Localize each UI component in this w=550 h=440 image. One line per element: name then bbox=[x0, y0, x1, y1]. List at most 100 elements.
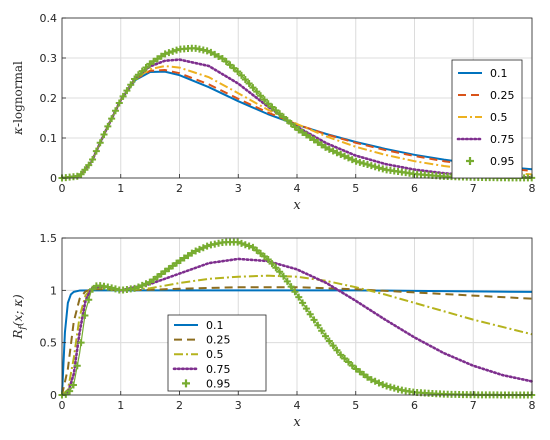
plus-marker bbox=[195, 245, 203, 253]
y-label-R: R bbox=[11, 330, 25, 340]
plus-marker bbox=[364, 373, 371, 381]
chart-panel-1: 0 1 2 3 4 5 6 7 8 0 0.1 0.2 0.3 0.4 x κ-lognormal 0.1 0.2… bbox=[11, 12, 536, 213]
plus-marker bbox=[73, 172, 81, 180]
plus-marker bbox=[153, 273, 161, 281]
plus-marker bbox=[241, 241, 249, 249]
x-axis-label: x bbox=[293, 415, 301, 430]
plus-marker bbox=[89, 155, 97, 163]
plus-marker bbox=[69, 381, 77, 389]
plus-marker bbox=[276, 268, 284, 276]
plus-marker bbox=[249, 84, 257, 92]
plus-marker bbox=[306, 310, 314, 318]
y-tick-label: 0.5 bbox=[40, 337, 58, 350]
plus-marker bbox=[321, 143, 329, 151]
plus-marker bbox=[222, 58, 230, 66]
plus-marker bbox=[188, 249, 196, 257]
plus-marker bbox=[92, 147, 100, 155]
plus-marker bbox=[207, 48, 215, 56]
plus-marker bbox=[199, 244, 207, 252]
plus-marker bbox=[253, 88, 261, 96]
legend-label-0.1: 0.1 bbox=[206, 319, 224, 332]
plus-marker bbox=[138, 67, 146, 75]
legend-label-0.25: 0.25 bbox=[206, 334, 231, 347]
plus-marker bbox=[386, 383, 394, 391]
plus-marker bbox=[352, 157, 360, 165]
y-tick-label: 0.2 bbox=[40, 92, 58, 105]
plus-marker bbox=[85, 296, 93, 304]
y-label-kappa: κ bbox=[11, 127, 25, 136]
plus-marker bbox=[108, 115, 116, 123]
plus-marker bbox=[356, 368, 364, 376]
plus-marker bbox=[367, 376, 375, 384]
plus-marker bbox=[249, 243, 257, 251]
plus-marker bbox=[77, 339, 85, 347]
plus-marker bbox=[119, 92, 127, 100]
x-tick-label: 5 bbox=[352, 399, 359, 412]
x-tick-label: 2 bbox=[176, 182, 183, 195]
plus-marker bbox=[111, 285, 119, 293]
plus-marker bbox=[237, 239, 245, 247]
plus-marker bbox=[306, 133, 314, 141]
plus-marker bbox=[314, 321, 322, 329]
plus-marker bbox=[375, 164, 383, 172]
plus-marker bbox=[325, 337, 333, 345]
plus-marker bbox=[100, 130, 108, 138]
plus-marker bbox=[299, 299, 307, 307]
plus-marker bbox=[310, 316, 318, 324]
x-tick-label: 3 bbox=[235, 182, 242, 195]
plus-marker bbox=[211, 50, 219, 58]
x-tick-label: 4 bbox=[294, 399, 301, 412]
series-line-0.5 bbox=[61, 274, 533, 396]
plus-marker bbox=[131, 75, 139, 83]
plus-marker bbox=[325, 145, 333, 153]
plus-marker bbox=[318, 327, 326, 335]
plus-marker bbox=[276, 110, 284, 118]
plus-marker bbox=[264, 100, 272, 108]
plus-marker bbox=[287, 283, 295, 291]
legend-box bbox=[167, 314, 267, 392]
legend-label-0.5: 0.5 bbox=[206, 348, 224, 361]
plus-marker bbox=[348, 362, 356, 370]
x-tick-label: 0 bbox=[59, 182, 66, 195]
plus-marker bbox=[341, 152, 349, 160]
x-tick-label: 3 bbox=[235, 399, 242, 412]
plus-marker bbox=[356, 158, 364, 166]
plus-marker bbox=[295, 126, 303, 134]
plus-marker bbox=[85, 161, 93, 169]
plus-marker bbox=[66, 387, 74, 395]
plus-marker bbox=[333, 149, 341, 157]
plus-marker bbox=[173, 259, 181, 267]
y-axis-label: κ-lognormal bbox=[11, 61, 25, 136]
plus-marker bbox=[150, 275, 158, 283]
plus-marker bbox=[283, 277, 291, 285]
plus-marker bbox=[81, 311, 89, 319]
plus-marker bbox=[176, 256, 184, 264]
plus-marker bbox=[161, 50, 169, 58]
plus-marker bbox=[218, 55, 226, 63]
plus-marker bbox=[169, 47, 177, 55]
x-tick-label: 1 bbox=[117, 182, 124, 195]
plus-marker bbox=[371, 163, 379, 171]
plus-marker bbox=[310, 136, 318, 144]
plus-marker bbox=[390, 384, 398, 392]
plus-marker bbox=[344, 358, 352, 366]
plus-marker bbox=[260, 96, 268, 104]
plus-marker bbox=[364, 161, 371, 169]
plus-marker bbox=[165, 49, 173, 57]
plus-marker bbox=[314, 138, 322, 146]
plus-marker bbox=[329, 147, 337, 155]
legend-box bbox=[451, 59, 523, 179]
legend-marker-0.95 bbox=[466, 157, 474, 165]
x-tick-label: 7 bbox=[470, 399, 477, 412]
plus-marker bbox=[268, 260, 276, 268]
plus-marker bbox=[77, 170, 85, 178]
x-tick-label: 1 bbox=[117, 399, 124, 412]
legend-label-0.75: 0.75 bbox=[490, 133, 515, 146]
plus-marker bbox=[73, 362, 81, 370]
plus-marker bbox=[234, 238, 242, 246]
x-tick-label: 4 bbox=[294, 182, 301, 195]
plus-marker bbox=[344, 154, 352, 162]
y-label-sub: f bbox=[18, 325, 28, 331]
plus-marker bbox=[138, 281, 146, 289]
